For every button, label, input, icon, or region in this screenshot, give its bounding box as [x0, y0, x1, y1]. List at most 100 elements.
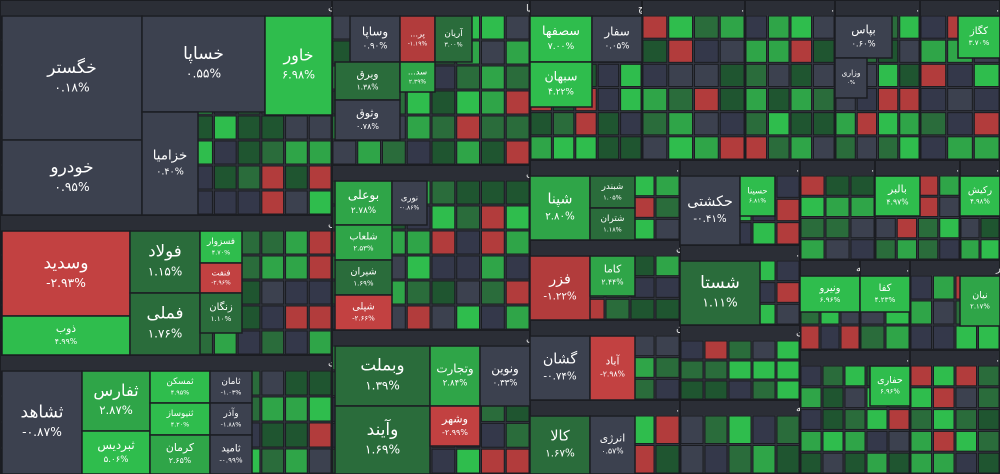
filler-tile — [835, 136, 856, 160]
stock-change: ۱.۶۹% — [353, 279, 374, 287]
filler-tile — [481, 180, 505, 205]
stock-name: آباد — [606, 354, 621, 368]
filler-tile — [745, 39, 767, 63]
filler-tile — [875, 239, 896, 260]
filler-tile — [285, 230, 308, 255]
filler-tile — [481, 115, 505, 140]
stock-tile — [334, 61, 401, 101]
stock-name: وتجارت — [436, 361, 473, 376]
filler-tile — [261, 140, 285, 165]
filler-tile — [980, 218, 1000, 239]
sector-header — [1, 1, 331, 15]
filler-tile — [704, 340, 728, 360]
stock-change: ۱.۱۱% — [702, 296, 737, 310]
sector-header — [746, 1, 834, 15]
filler-tile — [431, 255, 456, 280]
filler-tile — [213, 165, 237, 190]
filler-tile — [835, 112, 856, 136]
stock-change: ۰.۰۵% — [605, 42, 630, 52]
filler-tile — [655, 218, 680, 240]
filler-tile — [728, 340, 752, 360]
filler-tile — [285, 330, 308, 355]
stock-change: ۴.۷۰% — [212, 248, 230, 256]
filler-tile — [456, 180, 480, 205]
filler-tile — [655, 415, 680, 444]
filler-tile — [308, 422, 332, 448]
stock-name: کرمان — [166, 441, 195, 454]
filler-tile — [910, 365, 932, 387]
stock-name: خساپا — [183, 44, 224, 64]
filler-tile — [978, 409, 1000, 430]
stock-change: -۰.۷۴% — [543, 371, 577, 383]
filler-tile — [790, 112, 812, 136]
filler-tile — [939, 196, 960, 217]
filler-tile — [237, 330, 261, 355]
stock-name: خاور — [282, 45, 313, 65]
filler-tile — [431, 180, 456, 205]
filler-tile — [920, 88, 947, 112]
stock-tile — [529, 415, 591, 474]
filler-tile — [822, 452, 844, 474]
stock-name: ونوین — [491, 361, 519, 376]
filler-tile — [431, 448, 456, 474]
stock-change: ۲.۱۷% — [970, 303, 990, 311]
stock-name: ثفارس — [93, 381, 138, 401]
stock-name: ثامان — [221, 377, 241, 387]
filler-tile — [939, 218, 960, 239]
filler-tile — [768, 63, 790, 88]
stock-tile — [141, 111, 199, 216]
filler-tile — [825, 196, 850, 217]
stock-tile — [679, 260, 761, 326]
filler-tile — [955, 409, 977, 430]
stock-change: ۴.۲۰% — [171, 420, 189, 428]
filler-tile — [752, 445, 776, 474]
stock-tile — [129, 292, 201, 356]
filler-tile — [910, 409, 932, 430]
filler-tile — [920, 112, 947, 136]
filler-tile — [704, 360, 728, 380]
filler-tile — [481, 40, 505, 65]
stock-name: ونیرو — [819, 283, 841, 294]
filler-tile — [456, 115, 480, 140]
stock-change: -۲.۹۸% — [600, 369, 625, 378]
stock-name: وآیند — [367, 418, 399, 440]
filler-tile — [813, 15, 835, 39]
filler-tile — [800, 239, 825, 260]
stock-change: ۰.۳۳% — [493, 379, 518, 389]
filler-tile — [719, 88, 745, 112]
filler-tile — [406, 90, 431, 115]
stock-name: وسدید — [43, 253, 88, 273]
stock-change: ۱.۱۰% — [211, 314, 232, 323]
stock-name: سفار — [603, 24, 629, 39]
stock-tile — [834, 57, 868, 99]
sector-header — [836, 1, 919, 15]
stock-change: ۲.۴۴% — [601, 277, 623, 286]
stock-tile — [679, 175, 741, 246]
filler-tile — [888, 409, 910, 430]
filler-tile — [910, 325, 932, 350]
stock-change: ۱.۳۹% — [365, 379, 400, 393]
filler-tile — [680, 360, 704, 380]
filler-tile — [505, 448, 530, 474]
filler-tile — [813, 112, 835, 136]
stock-tile — [149, 434, 211, 474]
stock-tile — [529, 61, 593, 108]
stock-tile — [334, 259, 393, 296]
filler-tile — [856, 112, 877, 136]
filler-tile — [332, 140, 357, 165]
filler-tile — [597, 63, 620, 88]
filler-tile — [456, 280, 480, 305]
filler-tile — [680, 340, 704, 360]
filler-tile — [431, 280, 456, 305]
filler-tile — [866, 452, 888, 474]
filler-tile — [899, 39, 920, 63]
sector-header — [911, 261, 999, 275]
stock-name: بوعلی — [348, 188, 379, 203]
filler-tile — [620, 136, 642, 160]
filler-tile — [456, 230, 480, 255]
stock-name: کالا — [550, 428, 569, 444]
filler-tile — [899, 112, 920, 136]
stock-name: شتران — [601, 214, 625, 224]
filler-tile — [620, 112, 642, 136]
stock-name: وساپا — [362, 24, 388, 39]
